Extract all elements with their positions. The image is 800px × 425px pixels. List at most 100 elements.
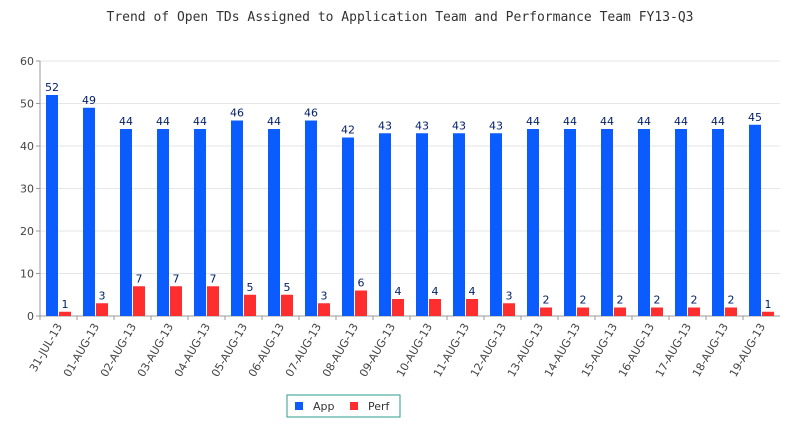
- bar-perf[interactable]: [207, 286, 219, 316]
- x-tick-label: 07-AUG-13: [283, 321, 324, 379]
- bar-perf[interactable]: [244, 294, 256, 316]
- x-tick-label: 18-AUG-13: [690, 321, 731, 379]
- bar-perf[interactable]: [762, 311, 774, 316]
- y-tick-label: 30: [20, 183, 34, 196]
- data-label-app: 44: [563, 115, 577, 128]
- bar-app[interactable]: [564, 129, 576, 316]
- bar-app[interactable]: [675, 129, 687, 316]
- data-label-app: 46: [304, 107, 318, 120]
- x-tick-label: 06-AUG-13: [246, 321, 287, 379]
- data-label-app: 44: [156, 115, 170, 128]
- data-label-perf: 1: [765, 298, 772, 311]
- x-tick-label: 16-AUG-13: [616, 321, 657, 379]
- x-tick-label: 03-AUG-13: [135, 321, 176, 379]
- bar-perf[interactable]: [133, 286, 145, 316]
- bar-app[interactable]: [194, 129, 206, 316]
- x-tick-label: 05-AUG-13: [209, 321, 250, 379]
- bar-app[interactable]: [712, 129, 724, 316]
- x-tick-label: 11-AUG-13: [431, 321, 472, 379]
- data-label-perf: 4: [469, 285, 476, 298]
- bar-app[interactable]: [416, 133, 428, 316]
- x-tick-label: 12-AUG-13: [468, 321, 509, 379]
- bar-perf[interactable]: [318, 303, 330, 316]
- y-tick-label: 50: [20, 98, 34, 111]
- x-tick-label: 08-AUG-13: [320, 321, 361, 379]
- data-label-app: 43: [489, 119, 503, 132]
- bar-app[interactable]: [490, 133, 502, 316]
- bar-app[interactable]: [305, 120, 317, 317]
- bar-app[interactable]: [231, 120, 243, 317]
- bar-perf[interactable]: [651, 307, 663, 317]
- bar-perf[interactable]: [725, 307, 737, 317]
- bar-perf[interactable]: [281, 294, 293, 316]
- bar-app[interactable]: [342, 137, 354, 317]
- bar-perf[interactable]: [355, 290, 367, 317]
- x-tick-label: 19-AUG-13: [727, 321, 768, 379]
- bar-perf[interactable]: [540, 307, 552, 317]
- y-tick-label: 0: [27, 310, 34, 323]
- bar-app[interactable]: [268, 129, 280, 316]
- chart-title: Trend of Open TDs Assigned to Applicatio…: [107, 10, 694, 25]
- x-tick-label: 31-JUL-13: [27, 321, 65, 374]
- bar-perf[interactable]: [96, 303, 108, 316]
- bars: [46, 95, 774, 316]
- bar-perf[interactable]: [503, 303, 515, 316]
- bar-perf[interactable]: [59, 311, 71, 316]
- data-label-perf: 3: [506, 289, 513, 302]
- bar-app[interactable]: [379, 133, 391, 316]
- data-label-perf: 5: [284, 281, 291, 294]
- bar-perf[interactable]: [577, 307, 589, 317]
- data-label-app: 44: [600, 115, 614, 128]
- bar-perf[interactable]: [466, 299, 478, 316]
- y-tick-label: 40: [20, 140, 34, 153]
- data-label-perf: 3: [321, 289, 328, 302]
- bar-perf[interactable]: [170, 286, 182, 316]
- bar-perf[interactable]: [392, 299, 404, 316]
- data-label-perf: 1: [62, 298, 69, 311]
- data-label-app: 42: [341, 124, 355, 137]
- legend[interactable]: App Perf: [286, 394, 401, 418]
- data-label-app: 44: [711, 115, 725, 128]
- x-tick-label: 01-AUG-13: [61, 321, 102, 379]
- bar-app[interactable]: [638, 129, 650, 316]
- data-label-app: 49: [82, 94, 96, 107]
- bar-app[interactable]: [601, 129, 613, 316]
- data-label-app: 43: [378, 119, 392, 132]
- bar-app[interactable]: [46, 95, 58, 316]
- bar-perf[interactable]: [688, 307, 700, 317]
- x-tick-label: 02-AUG-13: [98, 321, 139, 379]
- bar-app[interactable]: [83, 107, 95, 316]
- data-label-perf: 2: [654, 294, 661, 307]
- bar-perf[interactable]: [429, 299, 441, 316]
- data-label-app: 44: [193, 115, 207, 128]
- data-label-app: 44: [267, 115, 281, 128]
- bar-app[interactable]: [527, 129, 539, 316]
- data-label-perf: 2: [617, 294, 624, 307]
- bar-app[interactable]: [120, 129, 132, 316]
- data-labels: 52 1 49 3 44 7 44 7 44 7 46 5 44 5 46 3 42 6 43 4 43 4 43 4 43 3 4…: [45, 81, 772, 311]
- data-label-perf: 4: [395, 285, 402, 298]
- data-label-app: 44: [526, 115, 540, 128]
- x-tick-label: 14-AUG-13: [542, 321, 583, 379]
- data-label-app: 44: [637, 115, 651, 128]
- x-tick-label: 10-AUG-13: [394, 321, 435, 379]
- x-tick-label: 09-AUG-13: [357, 321, 398, 379]
- data-label-app: 45: [748, 111, 762, 124]
- x-tick-label: 15-AUG-13: [579, 321, 620, 379]
- legend-label-app[interactable]: App: [313, 400, 335, 413]
- legend-label-perf[interactable]: Perf: [368, 400, 391, 413]
- data-label-perf: 6: [358, 277, 365, 290]
- data-label-perf: 2: [580, 294, 587, 307]
- bar-app[interactable]: [157, 129, 169, 316]
- x-tick-labels: 31-JUL-1301-AUG-1302-AUG-1303-AUG-1304-A…: [27, 321, 768, 379]
- bar-app[interactable]: [749, 124, 761, 316]
- data-label-app: 44: [674, 115, 688, 128]
- data-label-perf: 7: [173, 272, 180, 285]
- bar-app[interactable]: [453, 133, 465, 316]
- data-label-perf: 7: [210, 272, 217, 285]
- data-label-app: 43: [452, 119, 466, 132]
- bar-perf[interactable]: [614, 307, 626, 317]
- data-label-perf: 2: [728, 294, 735, 307]
